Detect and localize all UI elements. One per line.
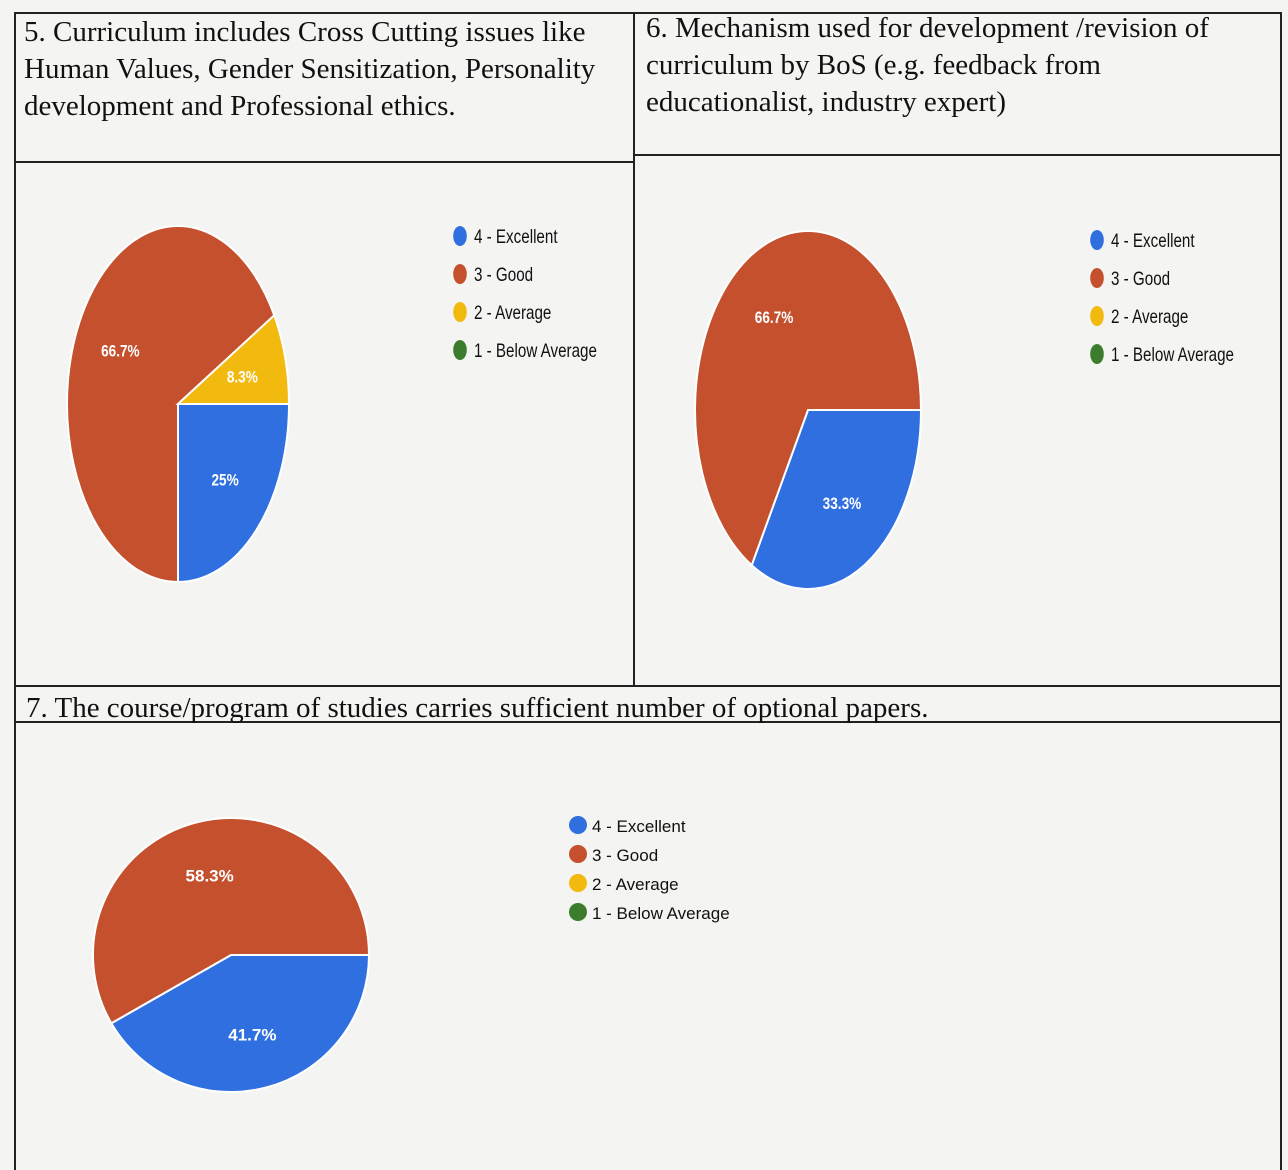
legend-swatch-average: [1090, 306, 1104, 326]
table-border-right: [1280, 12, 1282, 1170]
slice-label-average: 8.3%: [227, 368, 258, 387]
legend-swatch-average: [453, 302, 467, 322]
legend-label-excellent: 4 - Excellent: [1111, 229, 1195, 251]
pie-slices: [66, 225, 291, 584]
legend-swatch-excellent: [1090, 230, 1104, 250]
pie-slices: [694, 230, 923, 590]
pie-slice-excellent: [177, 403, 291, 584]
legend-label-good: 3 - Good: [592, 846, 658, 865]
slice-label-excellent: 33.3%: [823, 495, 862, 514]
legend-swatch-good: [453, 264, 467, 284]
pie-slice-good: [694, 230, 923, 567]
chart-legend: 4 - Excellent 3 - Good 2 - Average 1 - Belo…: [569, 816, 730, 923]
legend-swatch-below-average: [453, 340, 467, 360]
row-divider-q6-header: [634, 154, 1282, 156]
legend-swatch-average: [569, 874, 587, 892]
legend-label-excellent: 4 - Excellent: [592, 817, 686, 836]
pie-slices: [92, 817, 371, 1093]
pie-slice-good: [66, 225, 276, 584]
pie-labels: 41.7% 58.3%: [186, 867, 277, 1045]
legend-label-below-average: 1 - Below Average: [474, 339, 597, 361]
pie-chart-q6: 33.3% 66.7% 4 - Excellent 3 - Good 2 - Avera…: [694, 229, 1234, 590]
pie-chart-q5: 25% 66.7% 8.3% 4 - Excellent 3 - Good 2 - Ave…: [66, 225, 597, 584]
slice-label-excellent: 25%: [211, 471, 238, 490]
question-6-title: 6. Mechanism used for development /revis…: [646, 12, 1209, 118]
legend-swatch-good: [569, 845, 587, 863]
table-border-top: [14, 12, 1282, 14]
chart-legend: 4 - Excellent 3 - Good 2 - Average 1 - Belo…: [453, 225, 597, 361]
row-divider-q5-header: [14, 161, 634, 163]
legend-label-good: 3 - Good: [1111, 267, 1170, 289]
legend-label-excellent: 4 - Excellent: [474, 225, 558, 247]
pie-slice-excellent: [750, 409, 923, 590]
legend-label-average: 2 - Average: [592, 875, 679, 894]
slice-label-good: 58.3%: [186, 867, 234, 886]
slice-label-excellent: 41.7%: [228, 1025, 276, 1044]
pie-slice-excellent: [109, 954, 371, 1093]
pie-slice-good: [92, 817, 371, 1025]
legend-label-below-average: 1 - Below Average: [1111, 343, 1234, 365]
legend-label-below-average: 1 - Below Average: [592, 904, 730, 923]
cell-divider-vertical: [633, 12, 635, 686]
slice-label-good: 66.7%: [101, 342, 140, 361]
pie-slice-average: [175, 313, 291, 405]
pie-labels: 33.3% 66.7%: [755, 309, 862, 514]
pie-chart-q7: 41.7% 58.3% 4 - Excellent 3 - Good 2 - Avera…: [92, 816, 730, 1093]
row-divider-q7-header: [14, 721, 1282, 723]
legend-label-good: 3 - Good: [474, 263, 533, 285]
pie-labels: 25% 66.7% 8.3%: [101, 342, 258, 490]
legend-swatch-below-average: [1090, 344, 1104, 364]
question-5-title: 5. Curriculum includes Cross Cutting iss…: [24, 16, 596, 122]
legend-swatch-excellent: [453, 226, 467, 246]
slice-label-good: 66.7%: [755, 309, 794, 328]
chart-legend: 4 - Excellent 3 - Good 2 - Average 1 - Belo…: [1090, 229, 1234, 365]
legend-label-average: 2 - Average: [1111, 305, 1188, 327]
legend-swatch-excellent: [569, 816, 587, 834]
legend-swatch-below-average: [569, 903, 587, 921]
table-border-left: [14, 12, 16, 1170]
row-divider-section: [14, 685, 1282, 687]
legend-label-average: 2 - Average: [474, 301, 551, 323]
legend-swatch-good: [1090, 268, 1104, 288]
question-7-title: 7. The course/program of studies carries…: [26, 692, 929, 724]
